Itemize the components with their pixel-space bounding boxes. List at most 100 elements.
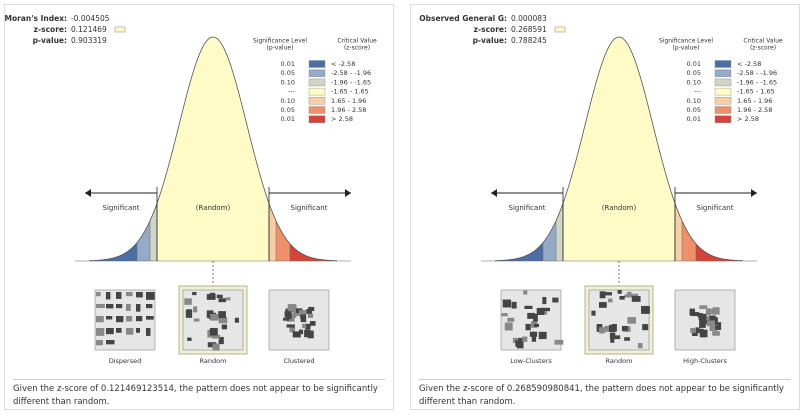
thumbnail-cell: [116, 316, 124, 323]
region-label: Significant: [291, 204, 328, 212]
thumbnail-cell: [146, 328, 151, 336]
legend-swatch: [308, 106, 326, 114]
thumbnail-cell: [515, 340, 520, 347]
thumbnail-cell: [136, 328, 141, 333]
thumbnail-cell: [706, 320, 715, 327]
thumbnail-cell: [533, 323, 539, 327]
thumbnail-cell: [591, 310, 596, 316]
thumbnail-cell: [619, 295, 625, 300]
thumbnail-cell: [624, 337, 631, 341]
legend-z: -1.65 - 1.65: [737, 88, 775, 96]
legend-header: (z-score): [750, 45, 776, 52]
legend-z: 1.96 - 2.58: [737, 106, 772, 114]
legend-z: < -2.58: [737, 60, 761, 68]
thumbnail-cell: [283, 317, 290, 321]
legend-swatch: [714, 60, 732, 68]
legend-swatch: [714, 69, 732, 77]
thumbnail-cell: [106, 340, 115, 345]
legend-z: 1.65 - 1.96: [737, 97, 772, 105]
stat-value: 0.121469: [71, 25, 107, 34]
curve-outline: [494, 36, 744, 262]
thumbnail-label: High-Clusters: [683, 357, 727, 365]
thumbnail-cell: [287, 304, 296, 313]
legend-header: Critical Value: [743, 38, 783, 45]
thumbnail-cell: [501, 313, 508, 317]
thumbnail-cell: [307, 313, 314, 318]
stat-value: 0.788245: [511, 36, 547, 45]
thumbnail-cell: [624, 294, 629, 298]
curve-region: [137, 220, 150, 261]
thumbnail-cell: [126, 328, 134, 335]
thumbnail-cell: [212, 343, 220, 351]
stat-value: 0.903319: [71, 36, 107, 45]
thumbnail-cell: [605, 292, 612, 296]
thumbnail-label: Dispersed: [109, 357, 142, 365]
thumbnail-cell: [689, 308, 696, 316]
thumbnail-cell: [136, 304, 141, 312]
thumbnail-cell: [709, 324, 718, 332]
legend-z: -2.58 - -1.96: [737, 69, 777, 77]
thumbnail-cell: [305, 323, 311, 330]
legend-swatch: [308, 97, 326, 105]
thumbnail-label: Clustered: [283, 357, 314, 365]
thumbnail-cell: [604, 325, 611, 332]
thumbnail-cell: [599, 291, 606, 299]
thumbnail-cell: [524, 305, 533, 310]
thumbnail-cell: [210, 313, 219, 321]
thumbnail-cell: [502, 299, 512, 308]
thumbnail-cell: [284, 311, 292, 317]
thumbnail-cell: [96, 292, 101, 297]
thumbnail-cell: [598, 302, 607, 308]
thumbnail-cell: [218, 336, 224, 345]
thumbnail-cell: [216, 294, 223, 299]
legend-z: < -2.58: [331, 60, 355, 68]
thumbnail-cell: [637, 343, 643, 349]
region-label: Significant: [697, 204, 734, 212]
legend-p: 0.01: [687, 115, 701, 123]
thumbnail-cell: [617, 290, 622, 294]
thumbnail-cell: [209, 327, 218, 336]
thumbnail-cell: [225, 297, 231, 301]
curve-region: [495, 242, 543, 261]
curve-region: [696, 243, 743, 261]
thumbnail-cell: [516, 340, 524, 349]
legend-swatch: [308, 60, 326, 68]
thumbnail-cell: [193, 306, 198, 313]
distribution-graphic: Observed General G: 0.000083 z-score: 0.268…: [419, 14, 783, 365]
thumbnail-cell: [607, 298, 613, 303]
thumbnail-cell: [626, 291, 632, 298]
thumbnail-cell: [709, 315, 716, 324]
thumbnail-cell: [690, 312, 700, 317]
thumbnail-cell: [286, 324, 295, 328]
thumbnail-cell: [710, 308, 717, 314]
thumbnail-label: Low-Clusters: [510, 357, 552, 365]
thumbnail-cell: [699, 319, 706, 328]
thumbnail-cell: [146, 292, 155, 300]
legend-z: -1.96 - -1.65: [737, 78, 777, 86]
curve-outline: [88, 36, 338, 262]
thumbnail-cell: [704, 316, 713, 324]
z-score-marker: [554, 26, 566, 33]
thumbnail-cell: [552, 297, 559, 303]
thumbnail-cell: [206, 310, 214, 318]
legend-z: 1.65 - 1.96: [331, 97, 366, 105]
thumbnail-cell: [212, 334, 221, 339]
legend-p: 0.10: [281, 97, 295, 105]
curve-region: [543, 220, 556, 261]
thumbnail-cell: [504, 322, 513, 331]
thumbnail-cell: [599, 327, 605, 334]
legend-p: 0.05: [281, 69, 295, 77]
legend-p: 0.10: [687, 97, 701, 105]
thumbnail: [268, 289, 330, 351]
legend-p: 0.05: [687, 69, 701, 77]
legend-p: 0.05: [687, 106, 701, 114]
thumbnail-cell: [522, 336, 528, 342]
thumbnail-cell: [706, 308, 711, 316]
legend-header: Critical Value: [337, 38, 377, 45]
legend-swatch: [714, 115, 732, 123]
thumbnail-cell: [298, 310, 306, 317]
arrow-head: [751, 189, 757, 197]
thumbnail-cell: [642, 324, 649, 331]
thumbnail-cell: [715, 325, 721, 330]
